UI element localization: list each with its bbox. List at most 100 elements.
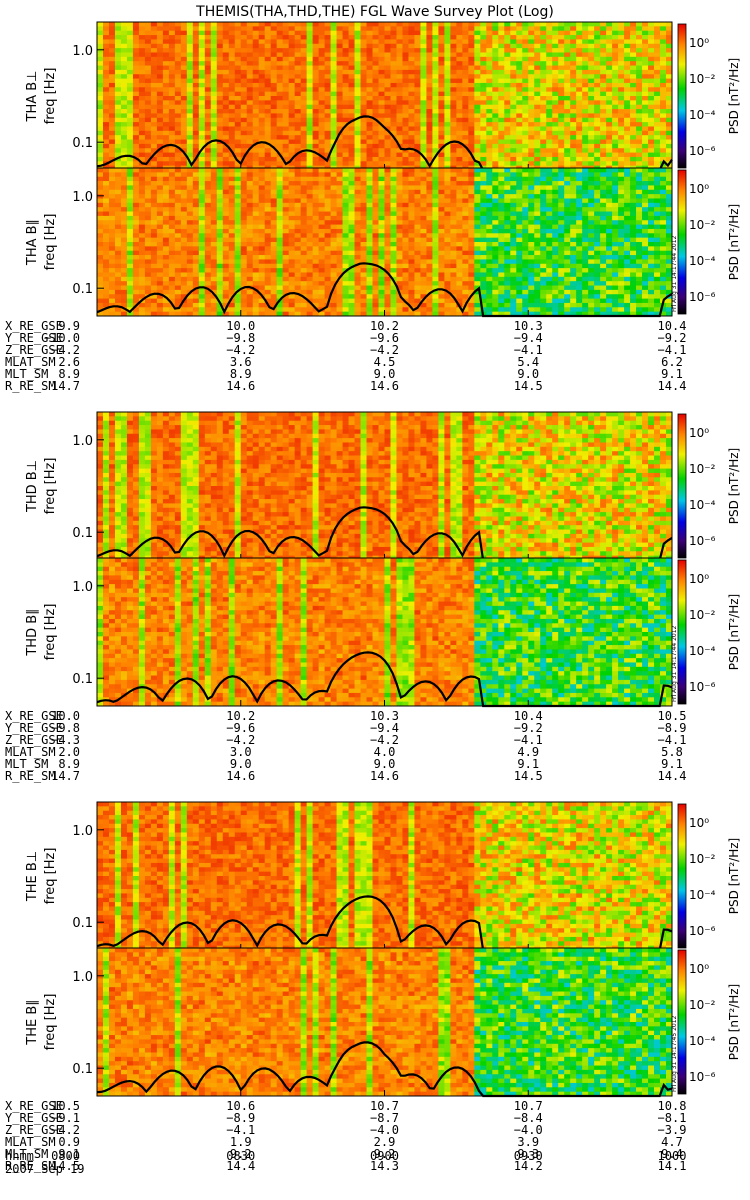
spectrogram-cell (348, 289, 355, 295)
spectrogram-cell (306, 156, 314, 162)
spectrogram-cell (630, 87, 637, 93)
spectrogram-cell (150, 298, 158, 304)
spectrogram-cell (546, 82, 553, 88)
spectrogram-cell (210, 69, 218, 75)
spectrogram-cell (126, 113, 134, 119)
spectrogram-cell (114, 215, 122, 221)
spectrogram-cell (318, 250, 325, 256)
spectrogram-cell (270, 96, 278, 101)
spectrogram-cell (300, 268, 308, 273)
spectrogram-cell (102, 82, 110, 88)
spectrogram-cell (336, 185, 343, 191)
spectrogram-cell (234, 281, 242, 286)
spectrogram-cell (264, 215, 272, 221)
spectrogram-cell (348, 109, 355, 114)
spectrogram-cell (120, 198, 128, 204)
spectrogram-cell (120, 268, 128, 273)
spectrogram-cell (126, 109, 134, 114)
spectrogram-cell (366, 82, 373, 88)
spectrogram-cell (456, 48, 463, 53)
spectrogram-cell (97, 272, 104, 278)
spectrogram-cell (162, 35, 170, 40)
spectrogram-cell (576, 35, 583, 40)
spectrogram-cell (378, 276, 385, 282)
spectrogram-cell (156, 294, 164, 299)
spectrogram-cell (654, 104, 661, 110)
spectrogram-cell (384, 220, 391, 225)
spectrogram-cell (150, 198, 158, 204)
spectrogram-cell (240, 311, 248, 317)
spectrogram-cell (312, 268, 320, 273)
spectrogram-cell (222, 211, 230, 217)
spectrogram-cell (372, 276, 379, 282)
spectrogram-cell (384, 233, 391, 239)
spectrogram-cell (414, 143, 421, 149)
spectrogram-cell (306, 211, 314, 217)
spectrogram-cell (174, 48, 182, 53)
spectrogram-cell (186, 30, 194, 36)
spectrogram-cell (306, 233, 314, 239)
spectrogram-cell (636, 61, 643, 66)
spectrogram-cell (222, 43, 230, 49)
spectrogram-cell (576, 52, 583, 58)
spectrogram-cell (558, 74, 565, 79)
spectrogram-cell (384, 130, 391, 136)
spectrogram-cell (300, 281, 308, 286)
spectrogram-cell (192, 96, 200, 101)
spectrogram-cell (138, 96, 146, 101)
spectrogram-cell (354, 228, 361, 234)
spectrogram-cell (294, 311, 302, 317)
spectrogram-cell (462, 139, 469, 145)
spectrogram-cell (198, 302, 206, 308)
spectrogram-cell (186, 56, 194, 62)
spectrogram-cell (228, 168, 236, 173)
spectrogram-cell (612, 61, 619, 66)
spectrogram-cell (300, 272, 308, 278)
spectrogram-cell (312, 96, 320, 101)
spectrogram-cell (348, 26, 355, 32)
spectrogram-cell (258, 78, 266, 84)
spectrogram-cell (324, 104, 331, 110)
spectrogram-cell (222, 233, 230, 239)
spectrogram-cell (372, 215, 379, 221)
spectrogram-cell (372, 143, 379, 149)
spectrogram-cell (474, 65, 481, 71)
spectrogram-cell (294, 289, 302, 295)
spectrogram-cell (97, 126, 104, 132)
spectrogram-cell (342, 224, 349, 230)
spectrogram-cell (144, 202, 152, 208)
spectrogram-cell (606, 69, 613, 75)
spectrogram-cell (210, 233, 218, 239)
spectrogram-cell (234, 189, 242, 195)
spectrogram-cell (264, 311, 272, 317)
spectrogram-cell (108, 194, 116, 199)
spectrogram-cell (270, 43, 278, 49)
spectrogram-cell (97, 30, 104, 36)
spectrogram-cell (342, 272, 349, 278)
spectrogram-cell (276, 237, 284, 243)
spectrogram-cell (324, 69, 331, 75)
spectrogram-cell (360, 263, 367, 269)
spectrogram-cell (336, 113, 343, 119)
spectrogram-cell (270, 26, 278, 32)
spectrogram-cell (534, 78, 541, 84)
spectrogram-cell (234, 122, 242, 127)
spectrogram-cell (222, 22, 230, 27)
spectrogram-cell (558, 156, 565, 162)
spectrogram-cell (114, 228, 122, 234)
panel-ylabel: THA B⊥ (25, 71, 40, 123)
spectrogram-cell (432, 65, 439, 71)
spectrogram-cell (102, 143, 110, 149)
spectrogram-cell (210, 35, 218, 40)
spectrogram-cell (654, 91, 661, 97)
spectrogram-cell (522, 104, 529, 110)
spectrogram-cell (420, 52, 427, 58)
spectrogram-cell (318, 30, 325, 36)
spectrogram-cell (378, 237, 385, 243)
spectrogram-cell (426, 130, 433, 136)
spectrogram-cell (546, 143, 553, 149)
spectrogram-cell (318, 126, 325, 132)
spectrogram-cell (390, 39, 397, 45)
spectrogram-cell (492, 78, 499, 84)
spectrogram-cell (360, 194, 367, 199)
